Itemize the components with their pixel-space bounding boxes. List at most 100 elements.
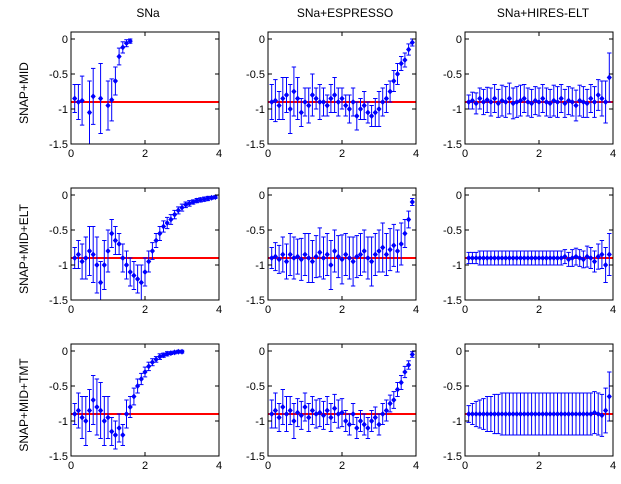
- data-point: [365, 109, 371, 116]
- y-tick-label: 0: [456, 346, 462, 358]
- data-point: [529, 255, 535, 261]
- data-point: [179, 348, 185, 355]
- data-point: [98, 279, 104, 286]
- data-point: [606, 74, 612, 81]
- data-point: [473, 100, 479, 107]
- data-point: [562, 253, 568, 260]
- data-point: [131, 272, 137, 279]
- data-point: [584, 411, 590, 417]
- data-point: [135, 276, 141, 282]
- data-point: [172, 349, 178, 356]
- data-point: [209, 194, 215, 201]
- data-point: [510, 411, 516, 417]
- x-tick-label: 4: [413, 148, 419, 160]
- plot-content: [71, 194, 219, 300]
- y-tick-label: -0.5: [443, 381, 462, 393]
- data-point: [302, 251, 308, 258]
- data-point: [488, 411, 494, 417]
- x-tick-label: 4: [216, 460, 222, 472]
- data-point: [194, 197, 200, 204]
- y-tick-label: 0: [62, 34, 68, 46]
- data-point: [603, 99, 609, 105]
- data-point: [514, 411, 520, 417]
- plot-content: [71, 348, 219, 450]
- data-point: [335, 253, 341, 260]
- data-point: [402, 57, 408, 63]
- chart-panel: 0-0.5-1-1.50 2 4: [49, 31, 222, 160]
- data-point: [376, 421, 382, 428]
- data-point: [142, 369, 148, 375]
- column-title-sna-hires-elt: SNa+HIRES-ELT: [497, 6, 590, 20]
- data-point: [503, 411, 509, 417]
- data-point: [175, 207, 181, 214]
- data-point: [595, 92, 601, 98]
- data-point: [517, 411, 524, 417]
- data-point: [112, 78, 118, 84]
- data-point: [269, 411, 275, 417]
- y-tick-label: -0.5: [246, 69, 265, 81]
- row-title-snap-mid-tmt: SNAP+MID+TMT: [17, 358, 31, 452]
- data-point: [547, 100, 553, 107]
- y-tick-label: -1: [58, 260, 68, 272]
- data-point: [302, 99, 308, 105]
- data-point: [306, 414, 312, 421]
- data-point: [599, 95, 605, 102]
- data-point: [146, 363, 152, 370]
- data-point: [320, 412, 327, 419]
- data-point: [394, 248, 401, 254]
- y-tick-label: 0: [259, 34, 265, 46]
- y-tick-label: -1.5: [246, 139, 265, 151]
- chart-panel: 0-0.5-1-1.50 2 4: [49, 187, 222, 316]
- x-tick-label: 0: [265, 460, 271, 472]
- data-point: [339, 409, 345, 416]
- data-point: [98, 407, 104, 414]
- y-tick-label: -1.5: [49, 451, 68, 463]
- x-tick-label: 4: [610, 460, 616, 472]
- data-point: [551, 255, 557, 261]
- x-tick-label: 0: [462, 460, 468, 472]
- data-point: [361, 421, 367, 428]
- data-point: [320, 99, 327, 105]
- y-tick-label: 0: [456, 34, 462, 46]
- data-point: [380, 99, 386, 105]
- data-point: [510, 255, 516, 261]
- data-point: [469, 97, 475, 104]
- data-point: [521, 255, 527, 261]
- data-point: [484, 411, 490, 417]
- data-point: [503, 255, 509, 261]
- data-point: [406, 362, 412, 368]
- x-tick-label: 2: [142, 460, 148, 472]
- data-point: [83, 255, 89, 261]
- data-point: [109, 230, 115, 237]
- data-point: [306, 102, 312, 109]
- data-point: [350, 411, 356, 417]
- y-tick-label: -0.5: [443, 69, 462, 81]
- data-point: [480, 411, 487, 417]
- data-point: [287, 407, 293, 414]
- chart-panel: 0-0.5-1-1.50 2 4: [246, 187, 419, 316]
- x-tick-label: 2: [536, 460, 542, 472]
- data-point: [343, 102, 349, 109]
- data-point: [332, 92, 338, 98]
- data-point: [506, 411, 512, 417]
- y-tick-label: 0: [62, 190, 68, 202]
- data-point: [86, 407, 93, 414]
- data-point: [298, 109, 304, 116]
- data-point: [492, 411, 498, 417]
- data-point: [79, 414, 85, 421]
- data-point: [272, 253, 278, 260]
- data-point: [406, 46, 412, 53]
- data-point: [179, 204, 185, 211]
- data-point: [283, 258, 290, 265]
- data-point: [554, 255, 561, 261]
- data-point: [532, 97, 538, 104]
- x-tick-label: 2: [339, 460, 345, 472]
- plot-area: [465, 188, 613, 300]
- data-point: [90, 93, 96, 100]
- data-point: [369, 113, 375, 119]
- data-point: [346, 421, 352, 428]
- data-point: [369, 258, 375, 265]
- x-tick-label: 0: [68, 148, 74, 160]
- data-point: [391, 242, 397, 249]
- data-point: [172, 211, 178, 218]
